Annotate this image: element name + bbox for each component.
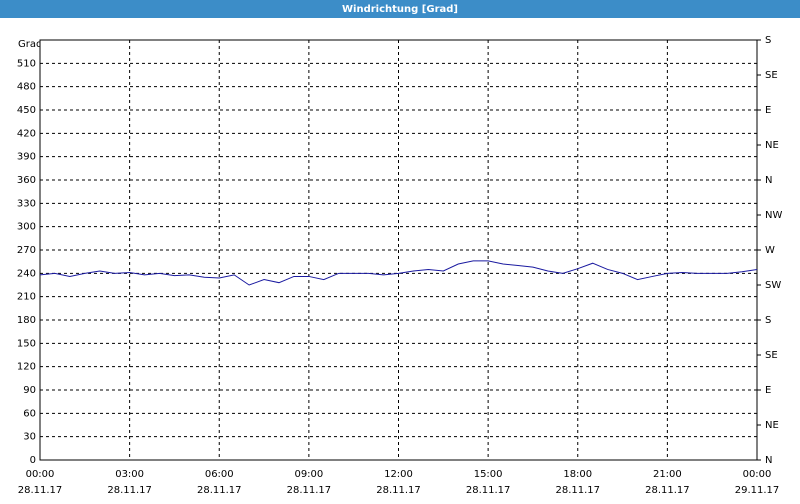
y-tick-label: 180: [17, 315, 36, 326]
y-axis-label: Grad: [18, 39, 42, 50]
y2-tick-label: N: [765, 455, 772, 466]
y-tick-label: 120: [17, 362, 36, 373]
y2-tick-label: SE: [765, 350, 778, 361]
y-tick-label: 450: [17, 105, 36, 116]
title-bar: [0, 0, 800, 18]
x-tick-date: 28.11.17: [197, 485, 242, 496]
y2-tick-label: NE: [765, 420, 779, 431]
y-tick-label: 90: [23, 385, 36, 396]
y-tick-label: 240: [17, 268, 36, 279]
y2-tick-label: W: [765, 245, 775, 256]
x-tick-date: 28.11.17: [18, 485, 63, 496]
y2-tick-label: E: [765, 385, 771, 396]
y-tick-label: 390: [17, 152, 36, 163]
y-tick-label: 30: [23, 432, 36, 443]
y-tick-label: 60: [23, 408, 36, 419]
y-tick-label: 210: [17, 292, 36, 303]
x-tick-date: 28.11.17: [376, 485, 421, 496]
y2-tick-label: NE: [765, 140, 779, 151]
y-tick-label: 510: [17, 58, 36, 69]
data-line: [39, 260, 758, 286]
y2-tick-label: S: [765, 315, 771, 326]
x-tick-label: 15:00: [474, 469, 503, 480]
x-tick-date: 28.11.17: [287, 485, 332, 496]
y-tick-label: 270: [17, 245, 36, 256]
y2-tick-label: SE: [765, 70, 778, 81]
y2-tick-label: SW: [765, 280, 781, 291]
x-tick-date: 28.11.17: [555, 485, 600, 496]
x-tick-label: 09:00: [294, 469, 323, 480]
x-tick-label: 12:00: [384, 469, 413, 480]
y2-tick-label: NW: [765, 210, 782, 221]
x-tick-date: 29.11.17: [735, 485, 780, 496]
y2-tick-label: E: [765, 105, 771, 116]
y-tick-label: 0: [30, 455, 36, 466]
x-tick-label: 00:00: [26, 469, 55, 480]
y-tick-label: 360: [17, 175, 36, 186]
y-tick-label: 300: [17, 222, 36, 233]
x-tick-label: 00:00: [743, 469, 772, 480]
x-tick-label: 21:00: [653, 469, 682, 480]
x-tick-label: 03:00: [115, 469, 144, 480]
y2-tick-label: S: [765, 35, 771, 46]
y-tick-label: 480: [17, 82, 36, 93]
window-title: Windrichtung [Grad]: [342, 4, 458, 15]
x-tick-label: 06:00: [205, 469, 234, 480]
x-tick-date: 28.11.17: [466, 485, 511, 496]
y-tick-label: 150: [17, 338, 36, 349]
y2-tick-label: N: [765, 175, 772, 186]
y-tick-label: 420: [17, 128, 36, 139]
y-tick-label: 330: [17, 198, 36, 209]
x-tick-date: 28.11.17: [645, 485, 690, 496]
x-tick-date: 28.11.17: [107, 485, 152, 496]
x-tick-label: 18:00: [563, 469, 592, 480]
